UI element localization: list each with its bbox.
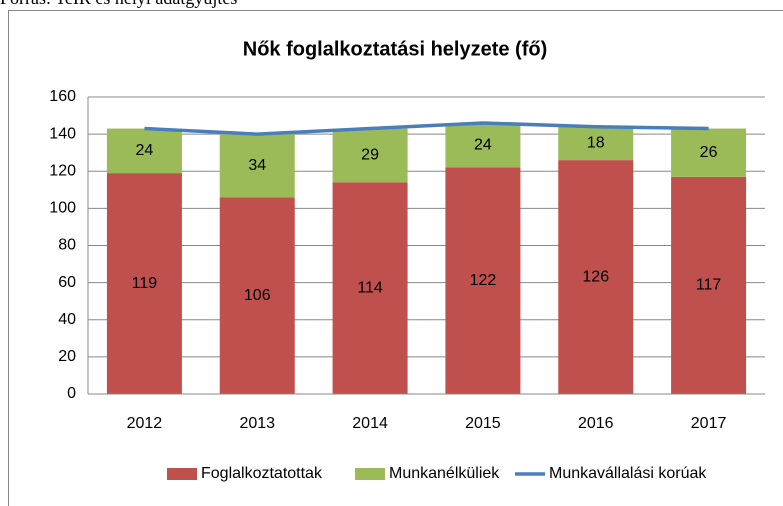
bar-segment bbox=[558, 126, 634, 161]
data-label: 26 bbox=[700, 144, 718, 161]
x-tick-label: 2016 bbox=[578, 415, 614, 432]
x-tick-label: 2015 bbox=[465, 415, 501, 432]
bar-segment bbox=[671, 128, 747, 177]
data-label: 119 bbox=[132, 275, 158, 292]
y-tick-label: 40 bbox=[58, 311, 76, 328]
data-label: 24 bbox=[474, 136, 492, 153]
data-label: 114 bbox=[357, 279, 383, 296]
y-tick-label: 20 bbox=[58, 348, 76, 365]
bar-segment bbox=[332, 128, 408, 183]
legend-swatch bbox=[355, 468, 385, 480]
bar-segment bbox=[558, 160, 634, 394]
y-tick-label: 100 bbox=[49, 200, 76, 217]
y-tick-label: 0 bbox=[67, 385, 76, 402]
line-series bbox=[144, 121, 709, 136]
y-tick-label: 140 bbox=[49, 125, 76, 142]
legend-label: Foglalkoztatottak bbox=[201, 465, 323, 482]
data-label: 34 bbox=[248, 157, 266, 174]
bar-segment bbox=[445, 122, 521, 168]
source-note: Forrás: TeIR és helyi adatgyűjtés bbox=[0, 0, 237, 9]
x-tick-label: 2012 bbox=[127, 415, 163, 432]
legend-swatch bbox=[167, 468, 197, 480]
legend-label: Munkanélküliek bbox=[389, 465, 500, 482]
x-tick-label: 2013 bbox=[239, 415, 275, 432]
bar-segment bbox=[671, 176, 747, 394]
x-tick-label: 2017 bbox=[691, 415, 727, 432]
data-label: 122 bbox=[470, 272, 497, 289]
bar-segment bbox=[106, 128, 182, 174]
chart-frame bbox=[8, 10, 783, 506]
bar-segment bbox=[332, 182, 408, 394]
data-label: 29 bbox=[361, 147, 379, 164]
bar-segment bbox=[219, 134, 295, 198]
bar-segment bbox=[219, 197, 295, 394]
data-label: 18 bbox=[587, 135, 605, 152]
y-tick-label: 60 bbox=[58, 274, 76, 291]
y-tick-label: 120 bbox=[49, 162, 76, 179]
legend-label: Munkavállalási korúak bbox=[549, 465, 707, 482]
y-tick-label: 160 bbox=[49, 88, 76, 105]
data-label: 24 bbox=[136, 142, 154, 159]
y-tick-label: 80 bbox=[58, 237, 76, 254]
x-tick-label: 2014 bbox=[352, 415, 388, 432]
data-label: 106 bbox=[244, 287, 271, 304]
bar-segment bbox=[106, 173, 182, 394]
chart-title: Nők foglalkoztatási helyzete (fő) bbox=[243, 38, 548, 60]
bar-segment bbox=[445, 167, 521, 394]
data-label: 126 bbox=[582, 268, 609, 285]
data-label: 117 bbox=[696, 277, 722, 294]
